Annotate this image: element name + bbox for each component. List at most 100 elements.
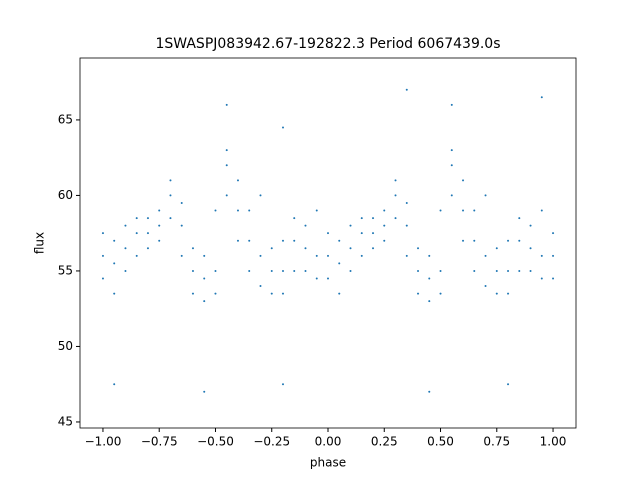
point — [405, 254, 408, 257]
point — [473, 239, 476, 242]
x-tick-label: 0.75 — [483, 435, 510, 449]
y-tick-label: 55 — [58, 263, 73, 277]
point — [281, 383, 284, 386]
point — [146, 232, 149, 235]
point — [259, 254, 262, 257]
point — [552, 254, 555, 257]
point — [304, 247, 307, 250]
point — [225, 164, 228, 167]
point — [495, 247, 498, 250]
point — [236, 239, 239, 242]
point — [225, 103, 228, 106]
y-tick-label: 65 — [58, 112, 73, 126]
point — [473, 209, 476, 212]
point — [383, 209, 386, 212]
point — [473, 269, 476, 272]
point — [293, 239, 296, 242]
point — [146, 247, 149, 250]
point — [113, 292, 116, 295]
point — [248, 269, 251, 272]
point — [360, 232, 363, 235]
point — [417, 269, 420, 272]
point — [236, 209, 239, 212]
point — [428, 254, 431, 257]
point — [270, 247, 273, 250]
point — [315, 254, 318, 257]
point — [495, 292, 498, 295]
point — [417, 247, 420, 250]
point — [495, 269, 498, 272]
point — [191, 247, 194, 250]
point — [518, 239, 521, 242]
point — [124, 269, 127, 272]
point — [507, 383, 510, 386]
point — [281, 269, 284, 272]
point — [203, 300, 206, 303]
point — [101, 277, 104, 280]
point — [203, 277, 206, 280]
point — [180, 224, 183, 227]
point — [484, 285, 487, 288]
point — [405, 201, 408, 204]
x-tick-label: 0.00 — [315, 435, 342, 449]
point — [428, 300, 431, 303]
point — [428, 390, 431, 393]
point — [281, 239, 284, 242]
point — [135, 254, 138, 257]
point — [113, 383, 116, 386]
point — [259, 285, 262, 288]
point — [315, 277, 318, 280]
point — [214, 269, 217, 272]
point — [225, 149, 228, 152]
point — [169, 179, 172, 182]
point — [135, 217, 138, 220]
point — [180, 201, 183, 204]
point — [507, 239, 510, 242]
point — [169, 217, 172, 220]
point — [158, 239, 161, 242]
point — [417, 292, 420, 295]
point — [372, 247, 375, 250]
point — [540, 254, 543, 257]
x-axis-label: phase — [310, 456, 346, 470]
point — [450, 149, 453, 152]
point — [552, 232, 555, 235]
point — [338, 262, 341, 265]
point — [236, 179, 239, 182]
point — [405, 224, 408, 227]
point — [203, 390, 206, 393]
point — [394, 194, 397, 197]
point — [405, 88, 408, 91]
point — [327, 254, 329, 257]
plot-frame — [79, 57, 577, 429]
point — [540, 209, 543, 212]
point — [484, 194, 487, 197]
point — [529, 269, 532, 272]
point — [281, 126, 284, 129]
point — [180, 254, 183, 257]
point — [462, 239, 465, 242]
point — [293, 217, 296, 220]
point — [281, 292, 284, 295]
point — [439, 209, 442, 212]
point — [428, 277, 431, 280]
point — [450, 194, 453, 197]
point — [394, 217, 397, 220]
point — [101, 254, 104, 257]
point — [484, 254, 487, 257]
y-tick-label: 50 — [58, 339, 73, 353]
point — [248, 209, 251, 212]
chart-title: 1SWASPJ083942.67-192822.3 Period 6067439… — [155, 36, 500, 52]
point — [394, 179, 397, 182]
point — [372, 217, 375, 220]
x-tick-label: −0.75 — [141, 435, 178, 449]
point — [529, 224, 532, 227]
point — [507, 269, 510, 272]
point — [135, 232, 138, 235]
point — [113, 239, 116, 242]
point — [450, 103, 453, 106]
point — [158, 209, 161, 212]
x-tick-label: 1.00 — [540, 435, 567, 449]
point — [518, 269, 521, 272]
